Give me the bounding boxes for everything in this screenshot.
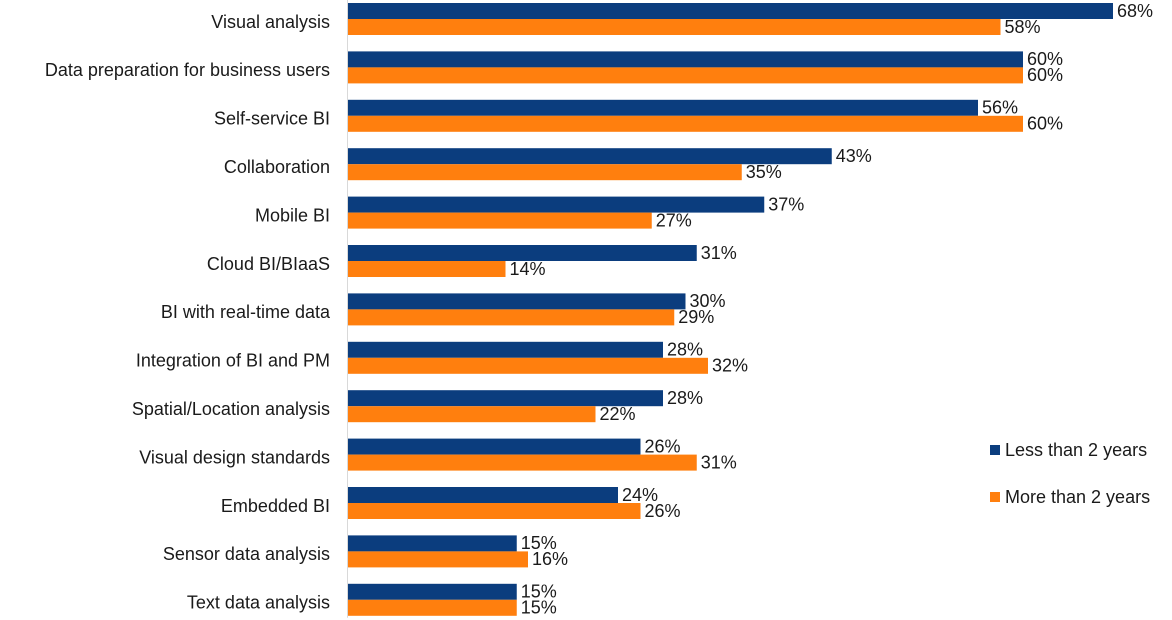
- category-label: Spatial/Location analysis: [132, 399, 330, 419]
- value-label-more-than-2-years: 35%: [746, 162, 782, 182]
- plot-area: Visual analysis 68% 58% Data preparation fo…: [45, 0, 1153, 618]
- bar-more-than-2-years: [348, 115, 1023, 132]
- bar-less-than-2-years: [348, 245, 697, 261]
- bar-less-than-2-years: [348, 438, 641, 455]
- value-label-more-than-2-years: 29%: [678, 307, 714, 327]
- value-label-less-than-2-years: 60%: [1027, 49, 1063, 69]
- bar-more-than-2-years: [348, 454, 697, 471]
- bar-more-than-2-years: [348, 261, 506, 277]
- category-label: BI with real-time data: [161, 302, 331, 322]
- value-label-less-than-2-years: 15%: [521, 582, 557, 602]
- legend-label-less-than-2-years: Less than 2 years: [1005, 440, 1147, 460]
- bar-less-than-2-years: [348, 535, 517, 552]
- bar-less-than-2-years: [348, 3, 1113, 19]
- bar-less-than-2-years: [348, 583, 517, 600]
- value-label-less-than-2-years: 68%: [1117, 1, 1153, 21]
- value-label-more-than-2-years: 32%: [712, 356, 748, 376]
- value-label-less-than-2-years: 37%: [768, 194, 804, 214]
- value-label-less-than-2-years: 15%: [521, 533, 557, 553]
- bar-less-than-2-years: [348, 487, 618, 503]
- legend-swatch-less-than-2-years: [990, 445, 1000, 455]
- value-label-more-than-2-years: 26%: [645, 501, 681, 521]
- bar-less-than-2-years: [348, 148, 832, 165]
- legend-label-more-than-2-years: More than 2 years: [1005, 487, 1150, 507]
- value-label-more-than-2-years: 22%: [600, 404, 636, 424]
- bar-more-than-2-years: [348, 357, 708, 374]
- bar-less-than-2-years: [348, 293, 686, 310]
- bar-more-than-2-years: [348, 309, 675, 326]
- bar-more-than-2-years: [348, 599, 517, 616]
- value-label-less-than-2-years: 26%: [645, 436, 681, 456]
- bar-more-than-2-years: [348, 406, 596, 423]
- value-label-more-than-2-years: 58%: [1005, 17, 1041, 37]
- bar-more-than-2-years: [348, 551, 528, 568]
- category-label: Self-service BI: [214, 109, 330, 129]
- value-label-more-than-2-years: 60%: [1027, 114, 1063, 134]
- bar-more-than-2-years: [348, 503, 641, 519]
- value-label-less-than-2-years: 43%: [836, 146, 872, 166]
- value-label-more-than-2-years: 16%: [532, 549, 568, 569]
- value-label-less-than-2-years: 56%: [982, 98, 1018, 118]
- legend: Less than 2 years More than 2 years: [990, 440, 1150, 507]
- value-label-less-than-2-years: 28%: [667, 388, 703, 408]
- bar-more-than-2-years: [348, 164, 742, 181]
- value-label-less-than-2-years: 31%: [701, 243, 737, 263]
- value-label-more-than-2-years: 14%: [510, 259, 546, 279]
- value-label-more-than-2-years: 27%: [656, 210, 692, 230]
- bar-more-than-2-years: [348, 19, 1001, 35]
- category-label: Sensor data analysis: [163, 544, 330, 564]
- value-label-more-than-2-years: 15%: [521, 598, 557, 618]
- category-label: Data preparation for business users: [45, 60, 330, 80]
- legend-swatch-more-than-2-years: [990, 492, 1000, 502]
- category-label: Text data analysis: [187, 593, 330, 613]
- category-label: Integration of BI and PM: [136, 351, 330, 371]
- value-label-more-than-2-years: 60%: [1027, 65, 1063, 85]
- bar-less-than-2-years: [348, 196, 765, 213]
- bar-less-than-2-years: [348, 390, 663, 407]
- value-label-less-than-2-years: 24%: [622, 485, 658, 505]
- bar-less-than-2-years: [348, 99, 978, 116]
- value-label-more-than-2-years: 31%: [701, 452, 737, 472]
- category-label: Embedded BI: [221, 496, 330, 516]
- bar-more-than-2-years: [348, 212, 652, 229]
- bar-less-than-2-years: [348, 51, 1023, 68]
- category-label: Collaboration: [224, 157, 330, 177]
- category-label: Visual design standards: [139, 447, 330, 467]
- value-label-less-than-2-years: 28%: [667, 340, 703, 360]
- value-label-less-than-2-years: 30%: [690, 291, 726, 311]
- bar-more-than-2-years: [348, 67, 1023, 84]
- category-label: Mobile BI: [255, 205, 330, 225]
- category-label: Visual analysis: [211, 12, 330, 32]
- bar-less-than-2-years: [348, 341, 663, 358]
- category-label: Cloud BI/BIaaS: [207, 254, 330, 274]
